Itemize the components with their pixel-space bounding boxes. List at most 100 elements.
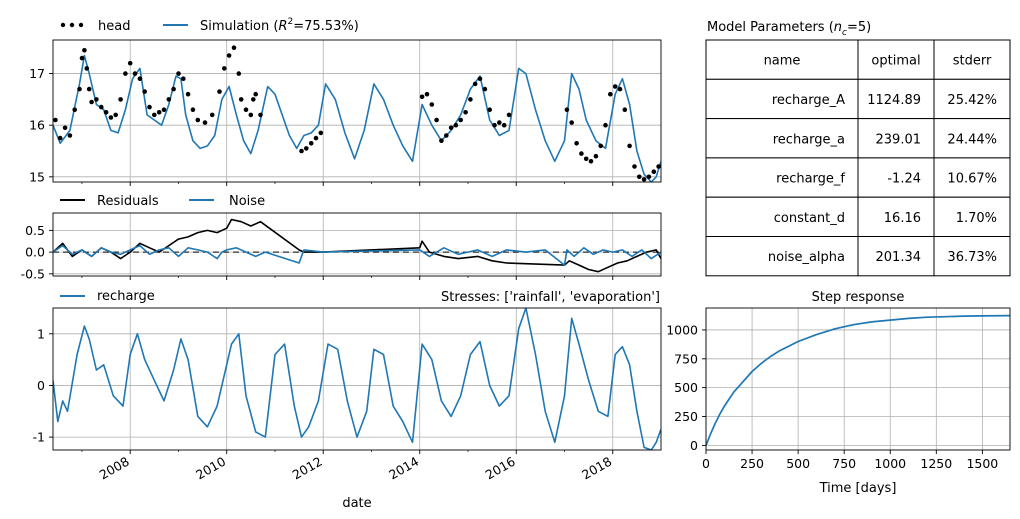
head-point xyxy=(57,135,63,141)
head-point xyxy=(313,135,319,141)
head-point xyxy=(238,97,244,102)
head-point xyxy=(637,174,642,180)
head-point xyxy=(453,122,459,128)
head-point xyxy=(231,45,237,50)
table-cell-text: optimal xyxy=(871,54,920,69)
head-point xyxy=(209,112,215,118)
head-point xyxy=(583,156,589,162)
table-cell-text: 25.42% xyxy=(947,93,997,108)
head-point xyxy=(137,76,143,81)
head-point xyxy=(622,107,628,112)
head-point xyxy=(152,112,157,118)
recharge-plot-area xyxy=(52,307,662,451)
head-point xyxy=(482,86,488,92)
head-point xyxy=(82,48,87,53)
head-point xyxy=(434,117,439,123)
plot-frame xyxy=(705,307,1011,451)
head-point xyxy=(72,107,77,112)
head-point xyxy=(185,91,191,97)
head-point xyxy=(77,86,82,92)
y-tick-label: -0.5 xyxy=(21,266,45,281)
head-point xyxy=(477,76,483,81)
head-point xyxy=(79,55,85,61)
head-point xyxy=(62,125,68,131)
table-cell xyxy=(857,236,935,277)
x-tick-label: 750 xyxy=(832,456,856,471)
head-point xyxy=(243,107,249,112)
plot-frame xyxy=(52,39,662,183)
table-cell-text: stderr xyxy=(953,54,992,69)
head-point xyxy=(253,91,258,97)
head-point xyxy=(248,112,254,118)
head-point xyxy=(308,141,314,146)
table-cell xyxy=(857,157,935,198)
x-tick-label: 1000 xyxy=(874,456,906,471)
head-point xyxy=(127,60,133,66)
head-point xyxy=(132,71,138,76)
x-tick-label: 500 xyxy=(786,456,810,471)
head-point xyxy=(142,89,147,94)
step-response-line xyxy=(706,314,1010,446)
legend-head-label: head xyxy=(98,19,130,34)
head-point xyxy=(181,76,186,81)
head-point xyxy=(258,112,263,118)
head-point xyxy=(299,148,304,154)
table-cell xyxy=(933,157,1011,198)
y-tick-label: 0.5 xyxy=(25,223,45,238)
head-point xyxy=(251,97,256,102)
head-point xyxy=(651,169,657,174)
y-tick-label: 0 xyxy=(37,378,45,393)
recharge-y-ticks: 1 0 -1 xyxy=(33,326,614,454)
legend-simulation-label: Simulation (R2=75.53%) xyxy=(200,17,359,34)
step-x-axis-label: Time [days] xyxy=(819,481,897,496)
head-point xyxy=(86,86,92,92)
table-cell xyxy=(705,157,859,198)
table-cell-text: 24.44% xyxy=(947,132,997,147)
legend-noise-label: Noise xyxy=(229,194,265,209)
plot-frame xyxy=(52,212,662,277)
series-line-noise xyxy=(53,244,661,266)
legend-residuals-label: Residuals xyxy=(97,194,159,209)
head-point xyxy=(99,104,104,110)
y-tick-label: 500 xyxy=(674,380,698,395)
head-point xyxy=(472,81,478,87)
x-tick-label: 2008 xyxy=(97,454,132,483)
head-point xyxy=(439,138,444,143)
series-line-simulation xyxy=(53,54,661,182)
head-point xyxy=(118,97,123,102)
y-tick-label: -1 xyxy=(33,430,45,445)
head-point xyxy=(448,125,454,131)
step-title: Step response xyxy=(812,290,905,305)
head-point xyxy=(632,164,637,169)
table-cell-text: 10.67% xyxy=(947,172,997,187)
table-cell xyxy=(705,39,859,80)
head-point xyxy=(190,107,196,112)
table-cell xyxy=(705,236,859,277)
table-cell xyxy=(933,118,1011,159)
head-point xyxy=(53,117,58,123)
residuals-y-ticks: 0.5 0.0 -0.5 xyxy=(21,223,614,281)
head-point xyxy=(202,120,208,125)
x-tick-label: 2014 xyxy=(386,454,421,483)
table-cell xyxy=(933,236,1011,277)
head-point xyxy=(195,117,201,123)
head-point xyxy=(84,66,90,71)
head-point xyxy=(89,99,94,105)
legend-recharge-label: recharge xyxy=(97,289,155,304)
head-point xyxy=(108,115,114,120)
table-header-row: name optimal stderr xyxy=(705,39,1011,80)
residuals-plot-area xyxy=(52,212,662,277)
head-point xyxy=(579,151,584,156)
table-cell-text: 16.16 xyxy=(884,211,921,226)
step-plot-area xyxy=(705,307,1011,451)
head-point xyxy=(617,86,623,92)
head-point xyxy=(67,133,73,138)
head-point xyxy=(468,97,473,102)
table-row: recharge_a 239.01 24.44% xyxy=(705,118,1011,159)
head-point xyxy=(318,130,324,136)
head-panel-legend: head Simulation (R2=75.53%) xyxy=(60,17,359,34)
y-tick-label: 17 xyxy=(29,66,45,81)
head-point xyxy=(419,94,425,100)
head-point xyxy=(444,133,449,138)
series-line-residuals xyxy=(53,218,661,273)
